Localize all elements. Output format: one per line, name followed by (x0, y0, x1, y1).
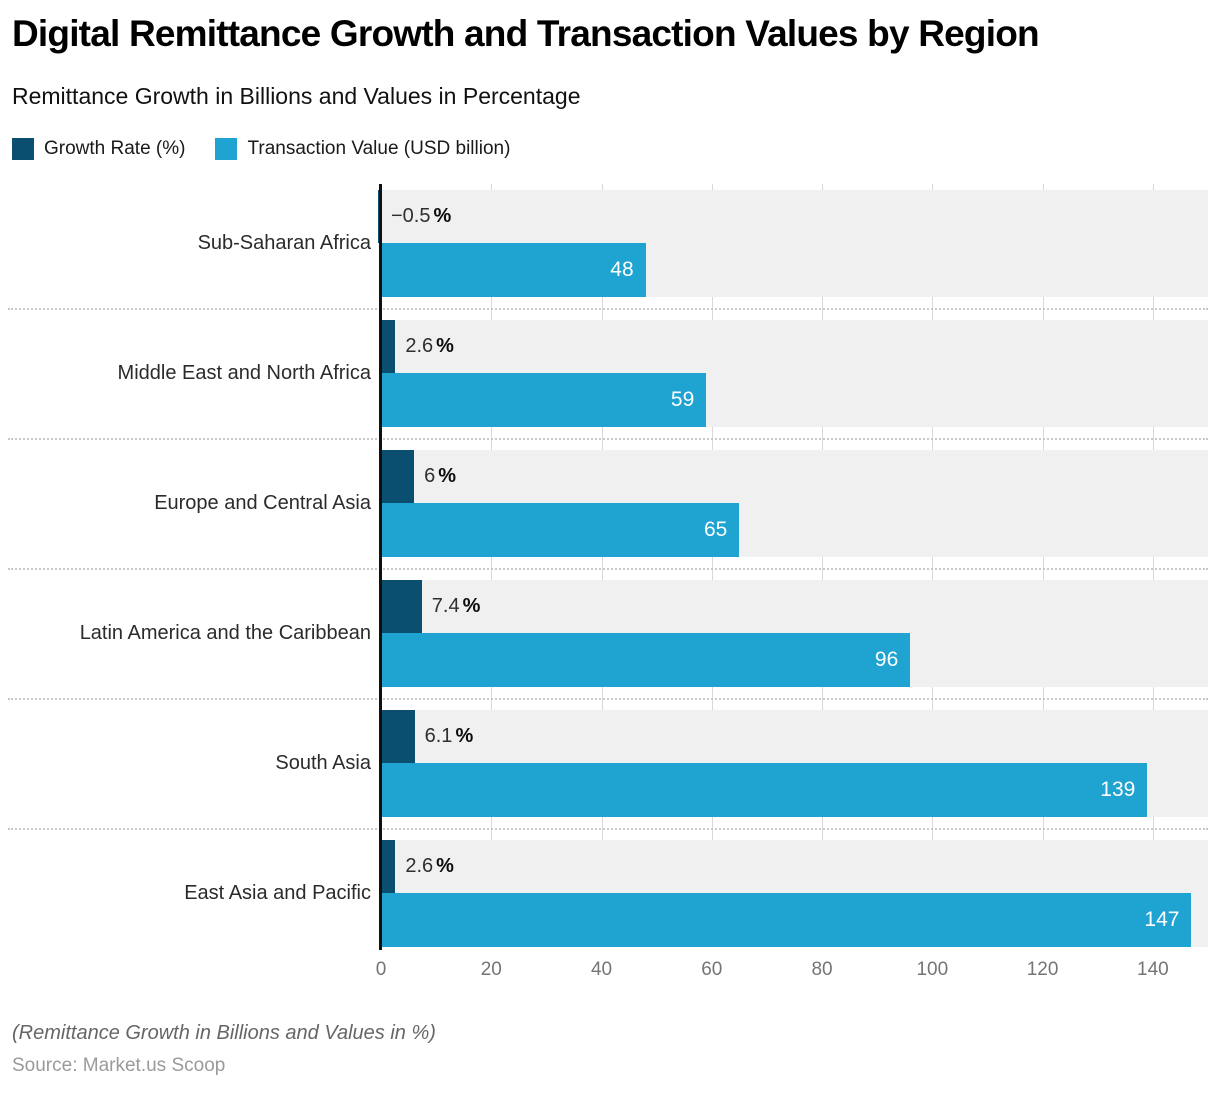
row-band: 6.1% 139 (381, 709, 1208, 817)
transaction-value-label: 139 (1100, 777, 1136, 801)
growth-rate-value-label: 6.1% (425, 710, 474, 763)
growth-rate-number: 2.6 (405, 854, 434, 877)
legend: Growth Rate (%) Transaction Value (USD b… (12, 137, 1208, 160)
row-separator (8, 827, 1208, 830)
category-label: Sub-Saharan Africa (197, 231, 371, 254)
gridline (491, 183, 493, 947)
transaction-value-label: 48 (610, 257, 634, 281)
chart-row: Europe and Central Asia 6% 65 (0, 449, 1208, 557)
transaction-value-bar: 139 (381, 762, 1148, 817)
source-attribution: Source: Market.us Scoop (12, 1054, 226, 1076)
category-label: Middle East and North Africa (117, 361, 371, 384)
chart-row: East Asia and Pacific 2.6% 147 (0, 839, 1208, 947)
growth-rate-bar (381, 839, 396, 893)
growth-rate-number: 2.6 (405, 334, 434, 357)
gridline (932, 183, 934, 947)
transaction-value-label: 147 (1144, 907, 1180, 931)
chart-footnote: (Remittance Growth in Billions and Value… (12, 1021, 436, 1044)
percent-suffix: % (436, 334, 454, 357)
x-tick-label: 20 (480, 958, 502, 980)
row-band: 7.4% 96 (381, 579, 1208, 687)
legend-item-transaction-value: Transaction Value (USD billion) (215, 137, 511, 160)
growth-rate-bar (381, 449, 415, 503)
page-title: Digital Remittance Growth and Transactio… (12, 13, 1040, 54)
x-tick-label: 60 (701, 958, 723, 980)
growth-rate-bar (381, 579, 422, 633)
x-tick-label: 100 (916, 958, 949, 980)
legend-item-growth-rate: Growth Rate (%) (12, 137, 186, 160)
x-axis: 0 20 40 60 80 100 120 140 (376, 958, 1208, 985)
growth-rate-bar (381, 709, 415, 763)
category-label: South Asia (275, 751, 371, 774)
row-band: −0.5% 48 (378, 189, 1208, 297)
gridline (601, 183, 603, 947)
transaction-value-bar: 48 (381, 242, 646, 297)
chart-row: Middle East and North Africa 2.6% 59 (0, 319, 1208, 427)
growth-rate-value-label: 2.6% (405, 320, 454, 373)
transaction-value-label: 59 (670, 387, 695, 411)
growth-rate-number: 7.4 (431, 594, 460, 617)
growth-rate-value-label: −0.5% (391, 190, 451, 243)
transaction-value-bar: 96 (381, 632, 911, 687)
gridline (711, 183, 713, 947)
gridline (1152, 183, 1154, 947)
gridline (822, 183, 824, 947)
growth-rate-value-label: 7.4% (432, 580, 481, 633)
legend-swatch-growth-rate (12, 137, 34, 160)
percent-suffix: % (433, 204, 452, 227)
x-tick-label: 80 (811, 958, 833, 980)
row-separator (8, 697, 1208, 700)
growth-rate-bar (381, 319, 396, 373)
category-label: East Asia and Pacific (184, 881, 371, 904)
x-tick-label: 120 (1026, 958, 1059, 980)
x-tick-label: 0 (375, 958, 387, 980)
x-tick-label: 140 (1137, 958, 1169, 980)
y-axis-line (379, 183, 382, 950)
transaction-value-bar: 147 (381, 892, 1192, 947)
plot-area (381, 183, 1208, 947)
growth-rate-number: 6 (424, 464, 436, 487)
gridline (1042, 183, 1044, 947)
growth-rate-value-label: 2.6% (405, 840, 454, 893)
chart-row: Sub-Saharan Africa −0.5% 48 (0, 189, 1208, 297)
row-band: 2.6% 59 (381, 319, 1208, 427)
transaction-value-bar: 59 (381, 372, 707, 427)
percent-suffix: % (462, 594, 481, 617)
transaction-value-label: 96 (874, 647, 899, 671)
percent-suffix: % (438, 464, 456, 487)
percent-suffix: % (436, 854, 454, 877)
bar-chart: Sub-Saharan Africa −0.5% 48 Middle East … (0, 183, 1220, 992)
growth-rate-number: −0.5 (391, 204, 431, 227)
transaction-value-bar: 65 (381, 502, 740, 557)
legend-label-growth-rate: Growth Rate (%) (44, 137, 186, 159)
row-separator (8, 437, 1208, 440)
category-label: Latin America and the Caribbean (79, 621, 371, 644)
row-separator (8, 307, 1208, 310)
growth-rate-number: 6.1 (424, 724, 453, 747)
transaction-value-label: 65 (704, 517, 728, 541)
chart-subtitle: Remittance Growth in Billions and Values… (12, 82, 581, 109)
growth-rate-value-label: 6% (424, 450, 456, 503)
category-label: Europe and Central Asia (154, 491, 371, 514)
chart-row: South Asia 6.1% 139 (0, 709, 1208, 817)
chart-row: Latin America and the Caribbean 7.4% 96 (0, 579, 1208, 687)
x-tick-label: 40 (590, 958, 613, 980)
legend-label-transaction-value: Transaction Value (USD billion) (247, 137, 511, 159)
row-separator (8, 567, 1208, 570)
row-band: 6% 65 (381, 449, 1208, 557)
percent-suffix: % (455, 724, 474, 747)
legend-swatch-transaction-value (215, 137, 238, 160)
row-band: 2.6% 147 (381, 839, 1208, 947)
